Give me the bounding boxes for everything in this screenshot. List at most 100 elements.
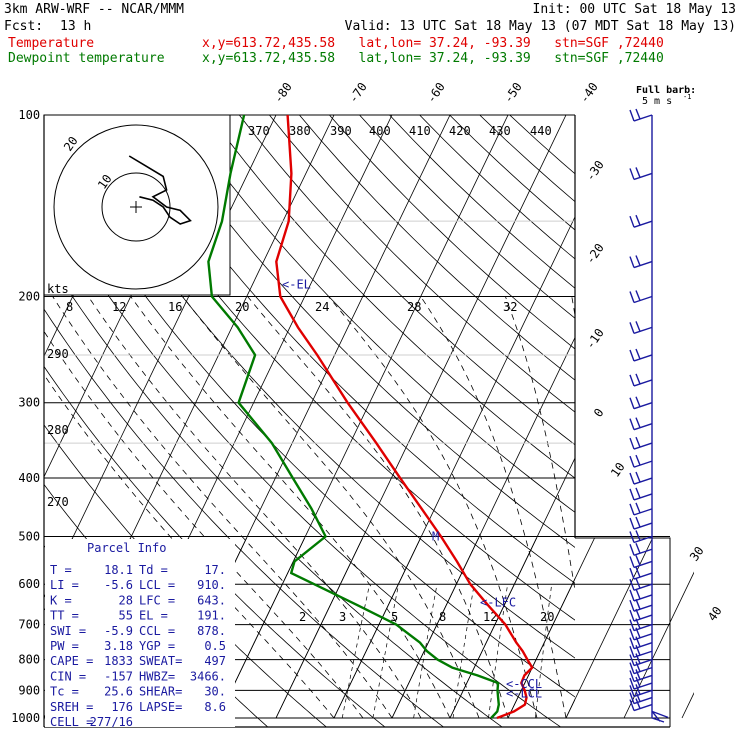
wind-barb-flag bbox=[629, 455, 635, 468]
speed-tick-label: 32 bbox=[503, 300, 517, 314]
wind-barb-flag bbox=[635, 516, 641, 528]
theta-e-tick-label: 400 bbox=[369, 124, 391, 138]
parcel-row-value: 277/16 bbox=[90, 715, 133, 729]
wind-barb-flag bbox=[635, 502, 641, 514]
wind-barb-flag bbox=[629, 619, 635, 631]
wind-barb-flag bbox=[629, 670, 635, 682]
speed-tick-label: 24 bbox=[315, 300, 329, 314]
wind-barb-flag bbox=[635, 691, 641, 702]
legend-temperature-info: x,y=613.72,435.58 lat,lon= 37.24, -93.39… bbox=[202, 36, 664, 51]
wind-barb-flag bbox=[629, 556, 635, 568]
hodograph-ring-label: 10 bbox=[95, 172, 115, 192]
wind-barb-flag bbox=[629, 109, 635, 122]
dry-adiabat bbox=[449, 115, 575, 231]
isotherm-label: 0 bbox=[591, 406, 607, 420]
wind-barb-flag bbox=[635, 555, 641, 566]
moist-adiabat bbox=[505, 296, 575, 593]
legend-temperature-name: Temperature bbox=[8, 36, 95, 51]
wind-barb-flag bbox=[629, 397, 635, 409]
wind-barb-flag bbox=[635, 214, 641, 226]
parcel-row-value2: 497 bbox=[204, 654, 226, 668]
dry-adiabat bbox=[44, 308, 445, 727]
wind-barb-flag bbox=[635, 608, 641, 620]
parcel-row-label: TT = bbox=[50, 609, 79, 623]
isotherm-label: 40 bbox=[705, 604, 725, 624]
parcel-row-label2: LCL = bbox=[139, 578, 175, 592]
parcel-row-value: 55 bbox=[119, 609, 133, 623]
wind-barb-staff bbox=[633, 379, 653, 387]
wind-barb-flag bbox=[629, 578, 635, 591]
barb-legend-value: 5 m s bbox=[642, 96, 672, 107]
wind-barb-flag bbox=[629, 291, 635, 303]
dry-adiabat bbox=[208, 115, 575, 479]
wind-barb-flag bbox=[629, 517, 635, 530]
wind-barb-flag bbox=[635, 373, 641, 385]
isotherm-lower bbox=[217, 538, 306, 719]
mixing-ratio-line bbox=[372, 584, 400, 719]
wind-barb-flag bbox=[629, 599, 635, 612]
wind-barb-flag bbox=[635, 417, 641, 428]
dry-adiabat bbox=[178, 115, 575, 513]
parcel-row-label: SREH = bbox=[50, 700, 93, 714]
wind-barb-flag bbox=[629, 531, 635, 543]
theta-label: 290 bbox=[47, 347, 69, 361]
wind-barb-flag bbox=[629, 437, 635, 450]
init-time: Init: 00 UTC Sat 18 May 13 bbox=[532, 2, 737, 17]
fcst-value: 13 h bbox=[60, 19, 92, 34]
hodograph-ring-inner bbox=[101, 172, 171, 242]
isotherm-label: -20 bbox=[583, 241, 607, 267]
annotation-ccl: <-CCL bbox=[506, 677, 542, 691]
pressure-tick-label: 1000 bbox=[11, 711, 40, 725]
wind-barb-flag bbox=[629, 349, 635, 362]
parcel-row-label: CELL = bbox=[50, 715, 93, 729]
speed-tick-label: 12 bbox=[112, 300, 126, 314]
moist-adiabat bbox=[52, 296, 393, 719]
isotherm-lower bbox=[681, 692, 694, 719]
dry-adiabat bbox=[44, 141, 575, 698]
mixing-ratio-label: 20 bbox=[540, 610, 554, 624]
parcel-row-label2: EL = bbox=[139, 609, 168, 623]
legend-dewpoint-info: x,y=613.72,435.58 lat,lon= 37.24, -93.39… bbox=[202, 51, 664, 66]
parcel-row-value2: 8.6 bbox=[204, 700, 226, 714]
wind-barb-staff bbox=[633, 172, 653, 181]
annotation-lcl: <-LCL bbox=[506, 686, 542, 700]
valid-time: Valid: 13 UTC Sat 18 May 13 (07 MDT Sat … bbox=[344, 19, 736, 34]
wind-barb-flag bbox=[635, 108, 641, 120]
parcel-row-value: 25.6 bbox=[104, 685, 133, 699]
parcel-row-value2: 17. bbox=[204, 563, 226, 577]
parcel-row-value: 3.18 bbox=[104, 639, 133, 653]
parcel-row-value: 176 bbox=[111, 700, 133, 714]
moist-adiabat bbox=[182, 296, 480, 719]
wind-barb-flag bbox=[629, 567, 635, 580]
wind-barb-flag bbox=[635, 676, 641, 688]
theta-e-tick-label: 440 bbox=[530, 124, 552, 138]
wind-barb-flag bbox=[629, 654, 635, 666]
isotherm-lower bbox=[391, 538, 480, 719]
parcel-row-label: SWI = bbox=[50, 624, 86, 638]
wind-barb-flag bbox=[629, 472, 635, 485]
parcel-row-value2: 910. bbox=[197, 578, 226, 592]
dry-adiabat bbox=[299, 115, 575, 381]
right-axis-lower bbox=[575, 537, 671, 727]
annotation-m: M bbox=[432, 529, 439, 543]
parcel-row-label2: LFC = bbox=[139, 593, 175, 607]
isotherm-label: -10 bbox=[583, 326, 607, 352]
hodograph-ring-outer bbox=[53, 124, 219, 290]
parcel-row-label2: LAPSE= bbox=[139, 700, 182, 714]
parcel-row-value2: 191. bbox=[197, 609, 226, 623]
dry-adiabat bbox=[389, 115, 575, 289]
wind-barb-staff bbox=[633, 548, 653, 556]
wind-barb-flag bbox=[635, 636, 641, 647]
pressure-tick-label: 100 bbox=[18, 108, 40, 122]
theta-e-tick-label: 390 bbox=[330, 124, 352, 138]
parcel-row-value: -157 bbox=[104, 669, 133, 683]
parcel-row-label: CAPE = bbox=[50, 654, 93, 668]
wind-barb-flag bbox=[635, 669, 641, 680]
parcel-row-label2: CCL = bbox=[139, 624, 175, 638]
wind-barb-flag bbox=[635, 577, 641, 589]
isotherm-label: -40 bbox=[577, 80, 601, 106]
pressure-tick-label: 600 bbox=[18, 577, 40, 591]
wind-barb-flag bbox=[629, 646, 635, 658]
parcel-info-title: Parcel Info bbox=[87, 541, 166, 555]
wind-barb-staff bbox=[633, 220, 653, 228]
